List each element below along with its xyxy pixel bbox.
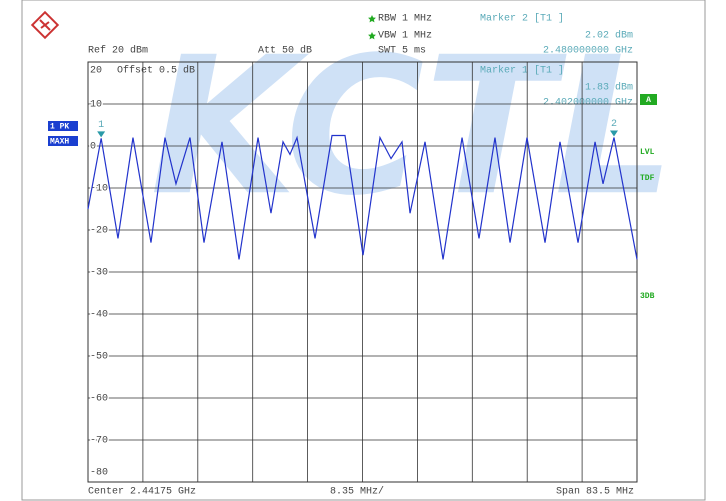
star-icon — [368, 15, 376, 23]
trace-mode: 1 PK — [50, 123, 69, 132]
swt: SWT 5 ms — [378, 46, 426, 57]
y-tick-label: -80 — [90, 468, 108, 479]
trace-mode: MAXH — [50, 138, 69, 147]
marker — [609, 130, 618, 137]
y-tick-label: -50 — [90, 352, 108, 363]
side-flag: TDF — [640, 174, 655, 183]
y-tick-label: -10 — [90, 184, 108, 195]
trace — [87, 134, 638, 260]
trace-box — [48, 136, 78, 146]
y-tick-label: -20 — [90, 226, 108, 237]
marker-title: Marker 1 [T1 ] — [480, 65, 564, 77]
center-freq: Center 2.44175 GHz — [88, 487, 196, 498]
trace-flag: A — [646, 96, 651, 105]
y-tick-label: -70 — [90, 436, 108, 447]
y-tick-label: 20 — [90, 66, 102, 77]
marker-label: 1 — [98, 120, 104, 131]
marker-label: 2 — [611, 119, 617, 130]
logo — [30, 10, 60, 40]
rbw: RBW 1 MHz — [378, 14, 432, 25]
vbw: VBW 1 MHz — [378, 31, 432, 42]
attenuation: Att 50 dB — [258, 45, 312, 57]
marker-level: 2.02 dBm — [585, 30, 633, 42]
ref-level: Ref 20 dBm — [88, 45, 148, 57]
plot: 20 10 0 -10 -20 -30 -40 -50 -60 -70 -80 1 2 — [87, 61, 638, 483]
y-tick-label: -30 — [90, 268, 108, 279]
y-tick-label: 10 — [90, 100, 102, 111]
star-icon — [368, 32, 376, 40]
marker-freq: 2.402000000 GHz — [543, 98, 633, 109]
y-tick-label: -60 — [90, 394, 108, 405]
side-flag: 3DB — [640, 292, 655, 301]
y-tick-label: -40 — [90, 310, 108, 321]
per-div: 8.35 MHz/ — [330, 486, 384, 498]
y-tick-label: 0 — [90, 142, 96, 153]
trace-flag-box — [640, 94, 657, 105]
marker — [97, 131, 106, 138]
span: Span 83.5 MHz — [556, 487, 634, 498]
trace-box — [48, 121, 78, 131]
marker-level: 1.83 dBm — [585, 82, 633, 94]
offset: Offset 0.5 dB — [117, 65, 195, 77]
marker-title: Marker 2 [T1 ] — [480, 13, 564, 25]
marker-freq: 2.480000000 GHz — [543, 46, 633, 57]
side-flag: LVL — [640, 148, 655, 157]
